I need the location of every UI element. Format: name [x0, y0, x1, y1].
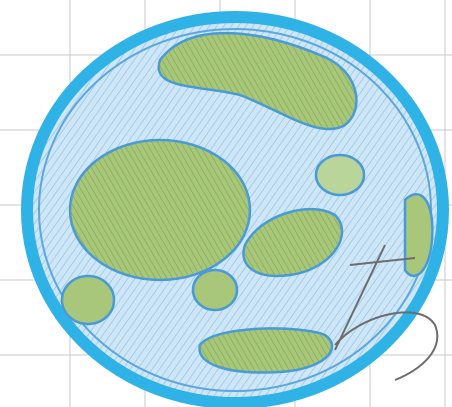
pencil-lines	[334, 244, 439, 381]
organelle	[198, 327, 334, 374]
nucleus	[68, 138, 252, 282]
vacuole	[314, 153, 366, 197]
organelle	[242, 207, 344, 278]
pointer-curve	[334, 311, 439, 381]
organelle	[157, 31, 358, 131]
organelle	[403, 193, 434, 277]
pointer-line	[349, 257, 416, 266]
organelle	[60, 274, 116, 326]
organelle	[191, 268, 239, 312]
organelles	[60, 31, 434, 374]
